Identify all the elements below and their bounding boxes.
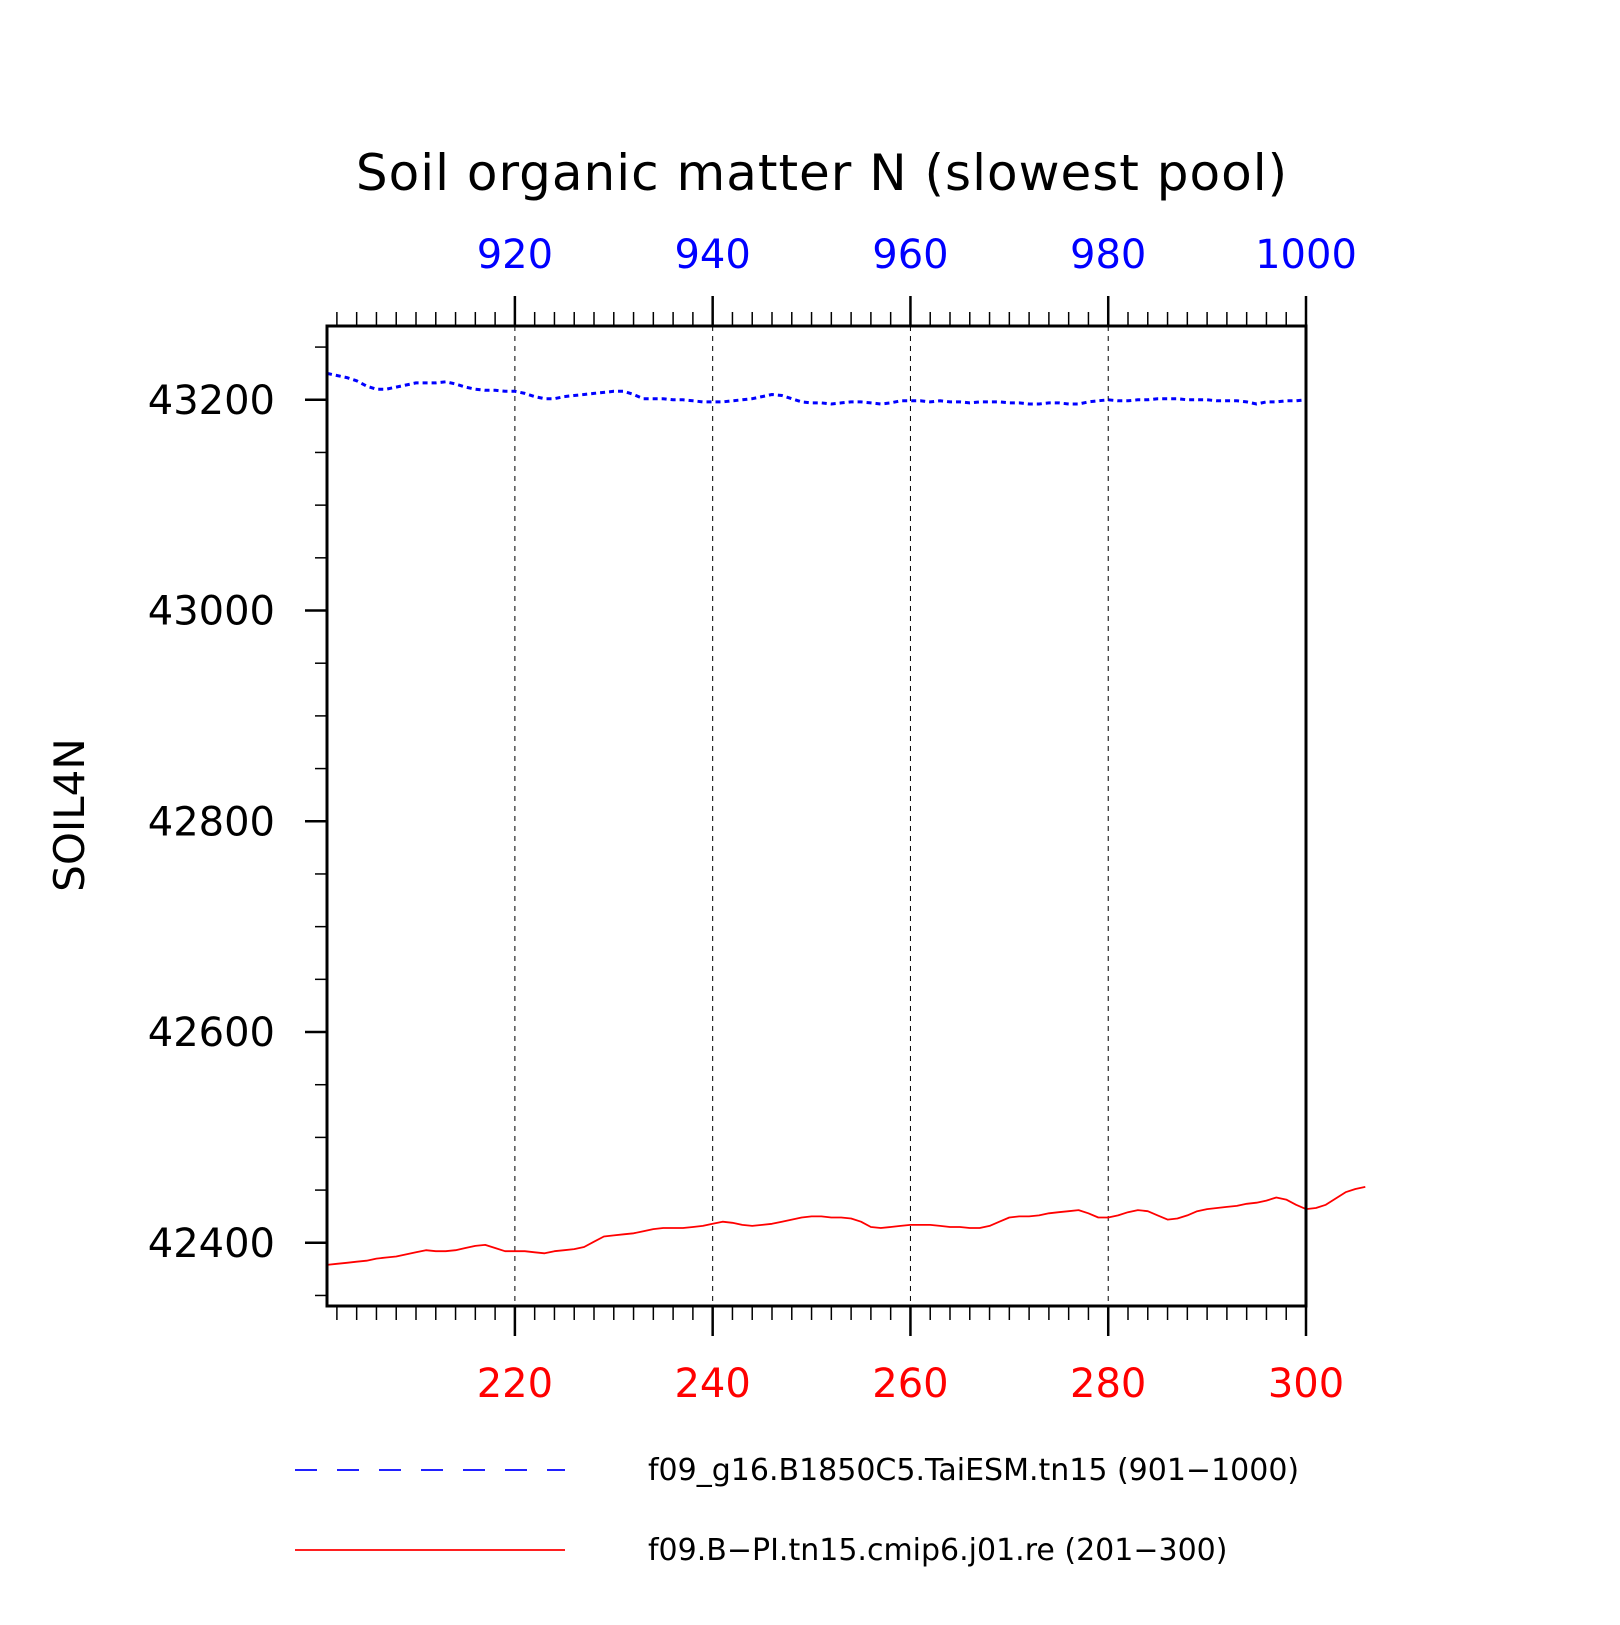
y-tick-label: 42800 <box>148 799 275 845</box>
x-top-tick-label: 1000 <box>1255 232 1357 278</box>
series-lines <box>326 371 1366 1266</box>
series-line-1 <box>326 371 1307 406</box>
y-tick-label: 42600 <box>148 1010 275 1056</box>
x-bottom-tick-label: 280 <box>1070 1361 1146 1407</box>
x-top-tick-label: 960 <box>872 232 948 278</box>
chart-title: Soil organic matter N (slowest pool) <box>356 144 1288 202</box>
grid-lines <box>514 326 1109 1306</box>
y-tick-label: 42400 <box>148 1221 275 1267</box>
x-bottom-tick-label: 240 <box>674 1361 750 1407</box>
x-bottom-tick-label: 300 <box>1268 1361 1344 1407</box>
legend-entry-1: f09_g16.B1850C5.TaiESM.tn15 (901−1000) <box>648 1453 1299 1488</box>
x-bottom-tick-label: 220 <box>477 1361 553 1407</box>
axes: 42400 42600 42800 43000 43200 220 240 260 280 300… <box>148 232 1357 1407</box>
x-bottom-tick-label: 260 <box>872 1361 948 1407</box>
y-tick-label: 43200 <box>148 378 275 424</box>
series-line-2 <box>326 1186 1366 1266</box>
x-top-tick-label: 980 <box>1070 232 1146 278</box>
x-top-tick-label: 940 <box>674 232 750 278</box>
y-axis-label: SOIL4N <box>45 738 94 892</box>
legend-entry-2: f09.B−PI.tn15.cmip6.j01.re (201−300) <box>648 1533 1227 1568</box>
y-tick-label: 43000 <box>148 589 275 635</box>
x-top-tick-label: 920 <box>477 232 553 278</box>
legend: f09_g16.B1850C5.TaiESM.tn15 (901−1000) f0… <box>295 1453 1299 1568</box>
plot-frame <box>325 324 1308 1308</box>
